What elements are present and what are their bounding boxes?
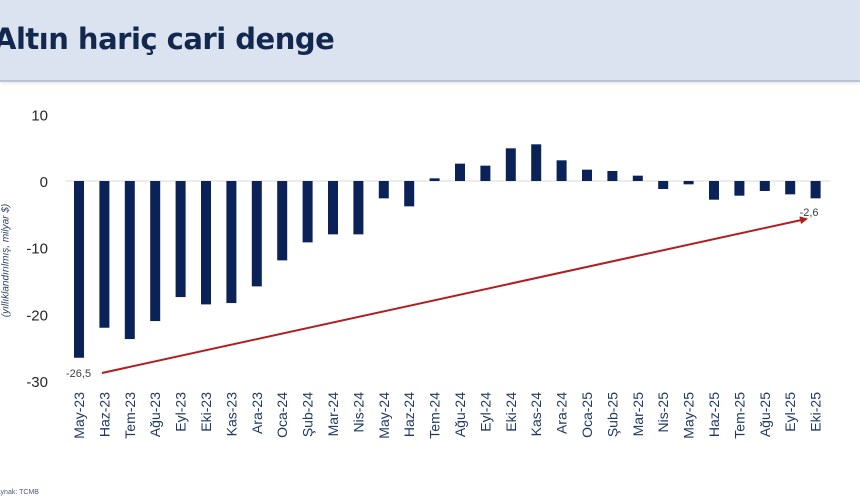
bar — [302, 181, 313, 243]
x-tick-label: Eki-24 — [503, 392, 519, 432]
x-tick-label: Haz-24 — [401, 392, 417, 437]
x-tick-label: Nis-25 — [655, 392, 671, 433]
bar — [404, 181, 415, 207]
x-tick-label: Şub-24 — [300, 392, 316, 437]
bar — [455, 163, 465, 181]
y-axis-ticks: 10 0 -10 -20 -30 — [26, 107, 48, 391]
trend-arrow — [101, 216, 808, 374]
source-note: Kaynak: TCMB — [0, 489, 39, 496]
bar — [74, 181, 84, 358]
x-tick-label: Eki-25 — [808, 392, 824, 432]
x-tick-label: Eki-23 — [198, 392, 214, 432]
bar — [556, 160, 567, 181]
x-tick-label: Kas-24 — [528, 392, 544, 437]
x-tick-label: Haz-25 — [706, 392, 722, 437]
bar — [658, 181, 669, 190]
bar — [505, 148, 516, 181]
x-tick-label: Tem-25 — [731, 392, 747, 439]
bar — [277, 181, 288, 261]
y-tick-label: 10 — [31, 107, 48, 124]
bar — [785, 181, 796, 195]
x-tick-label: Ara-24 — [554, 392, 570, 434]
header-bar: Altın hariç cari denge — [0, 0, 860, 82]
bar — [150, 181, 161, 322]
bar — [607, 170, 618, 181]
end-value-label: -2,6 — [800, 207, 819, 219]
x-tick-label: Mar-24 — [325, 392, 341, 437]
annotations: -26,5 -2,6 — [66, 207, 819, 380]
bar-chart: 10 0 -10 -20 -30 May-23 Haz-23 Tem-23 Ağu-23 Eyl… — [26, 107, 830, 439]
x-tick-label: Tem-24 — [427, 392, 443, 439]
x-tick-label: Eyl-23 — [173, 392, 189, 432]
bar — [480, 165, 491, 181]
bar — [378, 181, 389, 199]
x-tick-label: May-24 — [376, 392, 392, 439]
x-tick-label: Ağu-24 — [452, 392, 468, 437]
x-tick-label: Tem-23 — [122, 392, 138, 439]
x-tick-label: Haz-23 — [96, 392, 112, 437]
x-axis-labels: May-23 Haz-23 Tem-23 Ağu-23 Eyl-23 Eki-23 Kas-… — [71, 392, 824, 439]
y-tick-label: -10 — [26, 241, 48, 258]
y-tick-label: -30 — [26, 374, 48, 391]
bar — [251, 181, 262, 287]
x-tick-label: Oca-24 — [274, 392, 290, 438]
bar — [175, 181, 186, 298]
bar — [201, 181, 211, 305]
x-tick-label: Ara-23 — [249, 392, 265, 434]
x-tick-label: Ağu-25 — [757, 392, 773, 437]
bar — [759, 181, 770, 192]
bar — [810, 181, 821, 199]
bar — [353, 181, 364, 235]
x-tick-label: Oca-25 — [579, 392, 595, 438]
start-value-label: -26,5 — [66, 368, 91, 380]
bar — [429, 178, 440, 181]
bar — [531, 144, 542, 181]
bar — [124, 181, 135, 340]
x-tick-label: Ağu-23 — [147, 392, 163, 437]
bar — [328, 181, 338, 235]
bars — [74, 144, 821, 358]
y-tick-label: 0 — [40, 174, 48, 191]
x-tick-label: Kas-23 — [223, 392, 239, 437]
x-tick-label: Şub-25 — [604, 392, 620, 437]
bar — [226, 181, 237, 304]
x-tick-label: Eyl-25 — [782, 392, 798, 432]
bar — [99, 181, 110, 328]
page-title: Altın hariç cari denge — [0, 22, 335, 56]
x-tick-label: Nis-24 — [350, 392, 366, 433]
y-tick-label: -20 — [26, 307, 48, 324]
bar — [683, 181, 694, 185]
x-tick-label: Eyl-24 — [477, 392, 493, 432]
x-tick-label: May-23 — [71, 392, 87, 439]
bar — [734, 181, 745, 196]
x-tick-label: Mar-25 — [630, 392, 646, 437]
x-tick-label: May-25 — [681, 392, 697, 439]
bar — [632, 175, 643, 181]
bar — [709, 181, 719, 200]
bar — [582, 169, 592, 181]
